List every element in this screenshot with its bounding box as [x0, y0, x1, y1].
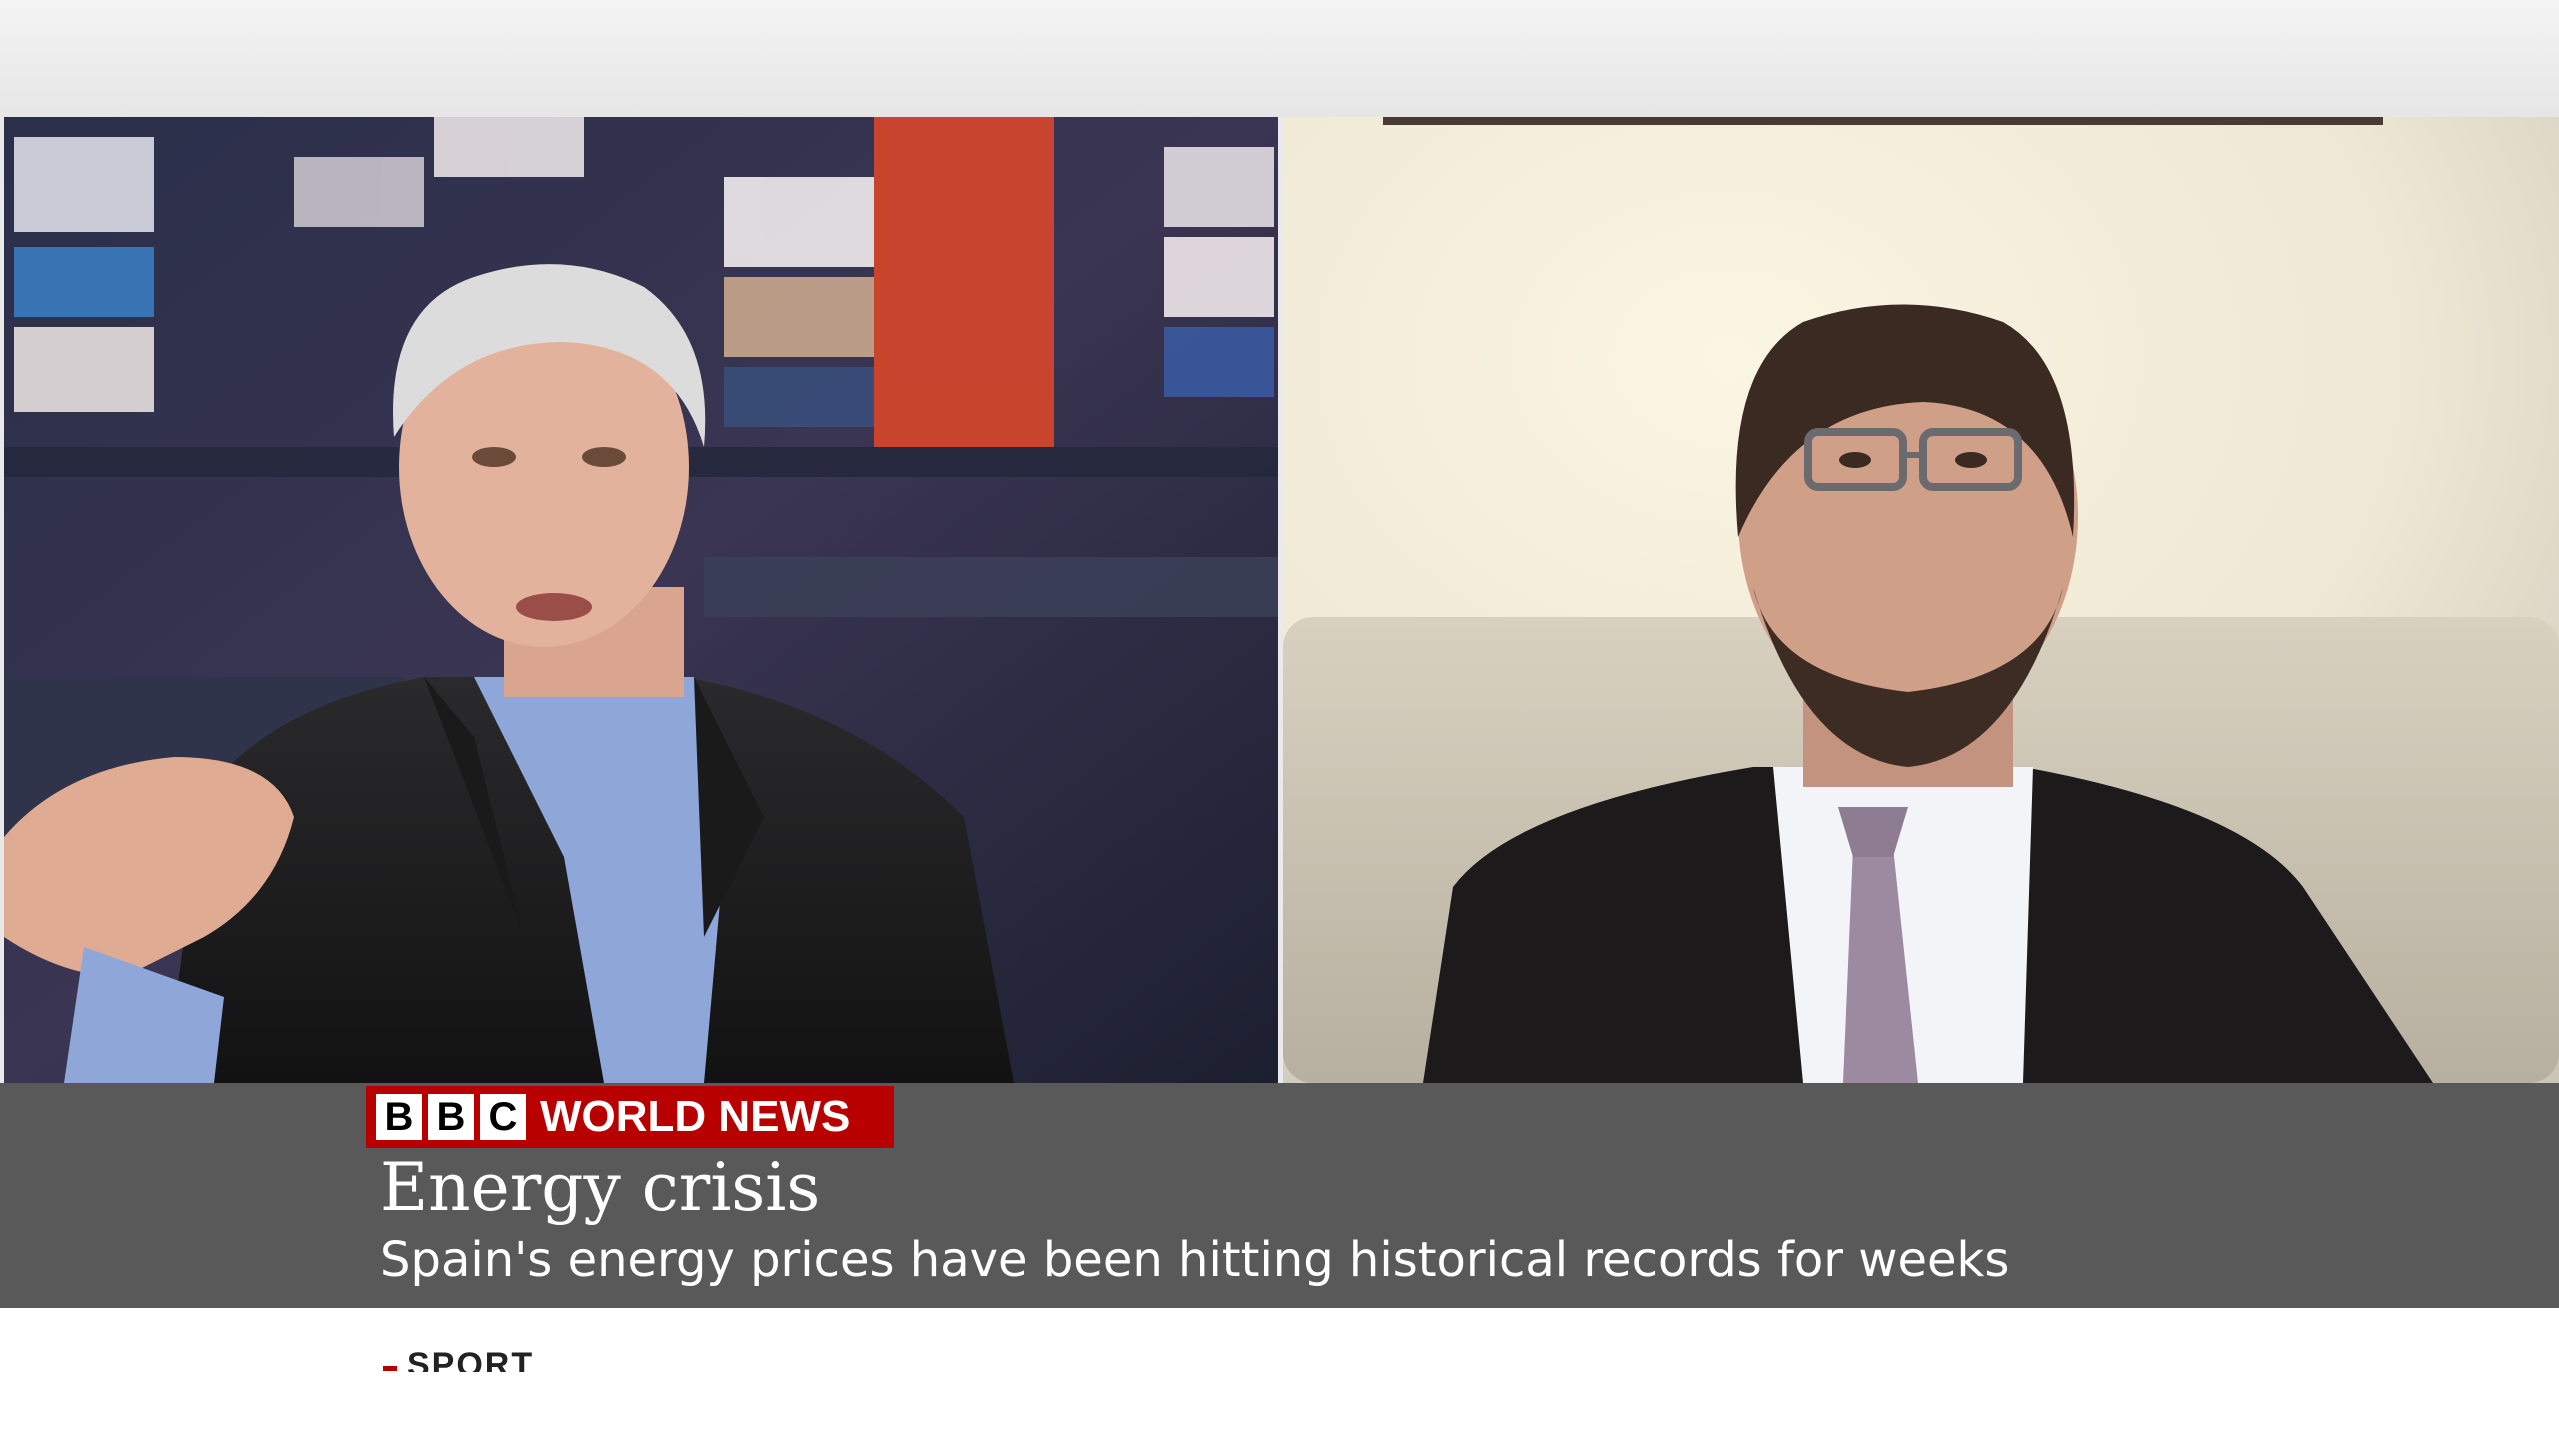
ticker-label: SPORT [407, 1348, 535, 1372]
caption-headline: Energy crisis [380, 1149, 821, 1226]
bbc-logo-letter: C [480, 1094, 526, 1140]
bbc-logo-blocks: B B C [376, 1094, 526, 1140]
studio-video-feed [4, 117, 1278, 1083]
channel-name: WORLD NEWS [540, 1092, 851, 1141]
bbc-logo-letter: B [428, 1094, 474, 1140]
bbc-logo-letter: B [376, 1094, 422, 1140]
bbc-world-news-logo: B B C WORLD NEWS [366, 1086, 894, 1148]
studio-scene [4, 117, 1278, 1083]
ticker-bullet-icon [383, 1366, 397, 1371]
panel-divider [1278, 117, 1283, 1083]
caption-subheadline: Spain's energy prices have been hitting … [380, 1232, 2010, 1288]
guest-video-feed [1283, 117, 2559, 1083]
top-band [0, 0, 2559, 117]
guest [1423, 304, 2433, 1083]
presenter [4, 264, 1014, 1083]
guest-scene [1283, 117, 2559, 1083]
ticker-band [0, 1308, 2559, 1429]
ticker: SPORT [383, 1348, 534, 1372]
